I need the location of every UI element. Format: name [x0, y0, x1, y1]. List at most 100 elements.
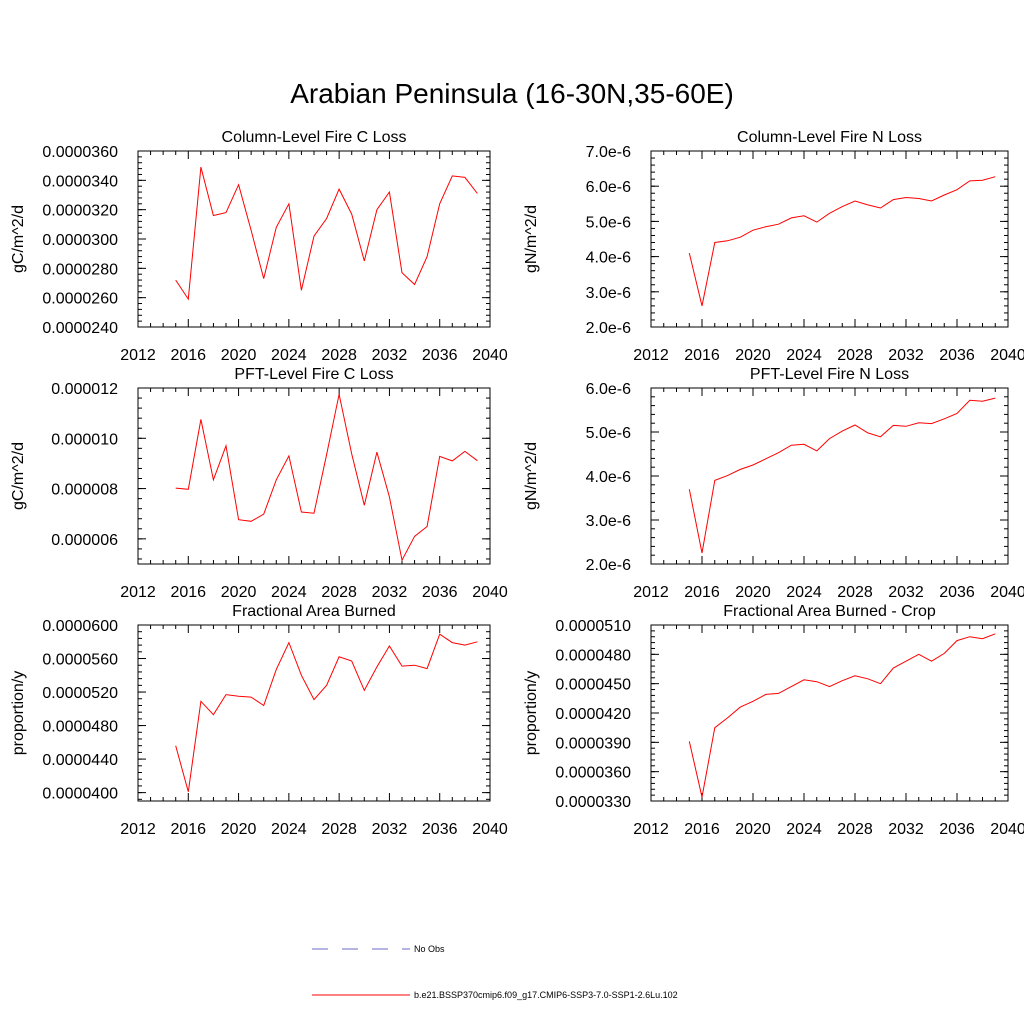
y-tick-label: 0.000006 [51, 532, 118, 549]
chart-panel-3: PFT-Level Fire C Loss gC/m^2/d 2012 2016 202… [10, 366, 508, 601]
y-axis-label: gC/m^2/d [10, 205, 27, 273]
series-line [688, 397, 996, 554]
x-tick-label: 2032 [888, 821, 924, 838]
series-line [688, 176, 996, 307]
y-tick-label: 0.0000280 [42, 261, 118, 278]
plot-frame [650, 150, 1009, 328]
x-tick-label: 2036 [422, 821, 458, 838]
y-tick-label: 0.0000400 [42, 786, 118, 803]
x-tick-label: 2024 [271, 821, 307, 838]
x-tick-label: 2032 [372, 347, 408, 364]
y-tick-label: 0.0000520 [42, 685, 118, 702]
y-tick-label: 0.0000360 [42, 144, 118, 161]
chart-title: PFT-Level Fire C Loss [234, 366, 393, 383]
series-line [175, 394, 478, 562]
y-tick-label: 5.0e-6 [586, 214, 631, 231]
chart-panel-4: PFT-Level Fire N Loss gN/m^2/d 2012 2016 202… [523, 366, 1024, 601]
y-tick-label: 6.0e-6 [586, 179, 631, 196]
figure-title: Arabian Peninsula (16-30N,35-60E) [290, 78, 734, 109]
y-tick-label: 7.0e-6 [586, 144, 631, 161]
y-tick-label: 0.0000420 [555, 706, 631, 723]
y-tick-label: 0.0000390 [555, 735, 631, 752]
series-line [175, 166, 478, 301]
y-tick-label: 0.0000510 [555, 618, 631, 635]
x-tick-label: 2036 [422, 347, 458, 364]
y-tick-label: 0.0000360 [555, 765, 631, 782]
x-tick-label: 2028 [321, 584, 357, 601]
chart-panel-5: Fractional Area Burned proportion/y 2012 20… [10, 603, 508, 838]
x-tick-label: 2040 [472, 347, 508, 364]
y-tick-label: 0.0000440 [42, 752, 118, 769]
series-line [688, 633, 996, 798]
x-tick-label: 2040 [472, 584, 508, 601]
x-tick-label: 2012 [633, 584, 669, 601]
x-tick-label: 2012 [633, 821, 669, 838]
x-tick-label: 2012 [120, 584, 156, 601]
legend-label-model: b.e21.BSSP370cmip6.f09_g17.CMIP6-SSP3-7.… [414, 990, 678, 1000]
x-tick-label: 2024 [786, 821, 822, 838]
x-tick-label: 2020 [735, 821, 771, 838]
series-line [175, 633, 478, 792]
y-axis-label: gC/m^2/d [10, 442, 27, 510]
y-tick-label: 0.0000340 [42, 173, 118, 190]
y-tick-label: 4.0e-6 [586, 469, 631, 486]
y-tick-label: 2.0e-6 [586, 320, 631, 337]
y-axis-label: proportion/y [10, 671, 27, 756]
x-tick-label: 2036 [939, 347, 975, 364]
chart-title: Column-Level Fire C Loss [222, 129, 407, 146]
x-tick-label: 2040 [990, 347, 1024, 364]
y-tick-label: 0.0000560 [42, 652, 118, 669]
y-tick-label: 0.000010 [51, 431, 118, 448]
x-tick-label: 2012 [120, 821, 156, 838]
x-tick-label: 2020 [221, 584, 257, 601]
x-tick-label: 2016 [684, 821, 720, 838]
legend: No Obs b.e21.BSSP370cmip6.f09_g17.CMIP6-S… [312, 944, 678, 1000]
y-tick-label: 0.000012 [51, 381, 118, 398]
x-tick-label: 2036 [422, 584, 458, 601]
y-tick-label: 0.0000240 [42, 320, 118, 337]
x-tick-label: 2016 [170, 347, 206, 364]
y-tick-label: 0.0000600 [42, 618, 118, 635]
chart-panel-6: Fractional Area Burned - Crop proportion/… [523, 603, 1024, 838]
y-tick-label: 2.0e-6 [586, 557, 631, 574]
chart-title: Column-Level Fire N Loss [737, 129, 922, 146]
y-tick-label: 6.0e-6 [586, 381, 631, 398]
x-tick-label: 2040 [472, 821, 508, 838]
chart-panel-1: Column-Level Fire C Loss gC/m^2/d 2012 2016… [10, 129, 508, 364]
x-tick-label: 2028 [321, 821, 357, 838]
y-tick-label: 0.0000320 [42, 203, 118, 220]
x-tick-label: 2016 [684, 347, 720, 364]
x-tick-label: 2020 [221, 347, 257, 364]
x-tick-label: 2028 [837, 347, 873, 364]
chart-title: Fractional Area Burned - Crop [723, 603, 936, 620]
chart-title: PFT-Level Fire N Loss [750, 366, 909, 383]
x-tick-label: 2024 [271, 347, 307, 364]
y-tick-label: 0.0000300 [42, 232, 118, 249]
x-tick-label: 2016 [170, 584, 206, 601]
y-tick-label: 0.0000330 [555, 794, 631, 811]
x-tick-label: 2024 [786, 584, 822, 601]
y-tick-label: 0.0000450 [555, 677, 631, 694]
plot-frame [137, 150, 491, 328]
x-tick-label: 2036 [939, 584, 975, 601]
y-tick-label: 3.0e-6 [586, 285, 631, 302]
chart-title: Fractional Area Burned [232, 603, 396, 620]
x-tick-label: 2036 [939, 821, 975, 838]
y-tick-label: 0.0000480 [555, 647, 631, 664]
chart-panel-2: Column-Level Fire N Loss gN/m^2/d 2012 2016… [523, 129, 1024, 364]
x-tick-label: 2032 [888, 584, 924, 601]
x-tick-label: 2016 [170, 821, 206, 838]
x-tick-label: 2040 [990, 584, 1024, 601]
x-tick-label: 2028 [321, 347, 357, 364]
y-axis-label: gN/m^2/d [523, 442, 540, 510]
legend-label-no-obs: No Obs [414, 944, 445, 954]
x-tick-label: 2020 [735, 347, 771, 364]
x-tick-label: 2028 [837, 584, 873, 601]
x-tick-label: 2028 [837, 821, 873, 838]
x-tick-label: 2032 [372, 821, 408, 838]
x-tick-label: 2012 [633, 347, 669, 364]
x-tick-label: 2020 [735, 584, 771, 601]
y-tick-label: 0.000008 [51, 482, 118, 499]
y-axis-label: proportion/y [523, 671, 540, 756]
